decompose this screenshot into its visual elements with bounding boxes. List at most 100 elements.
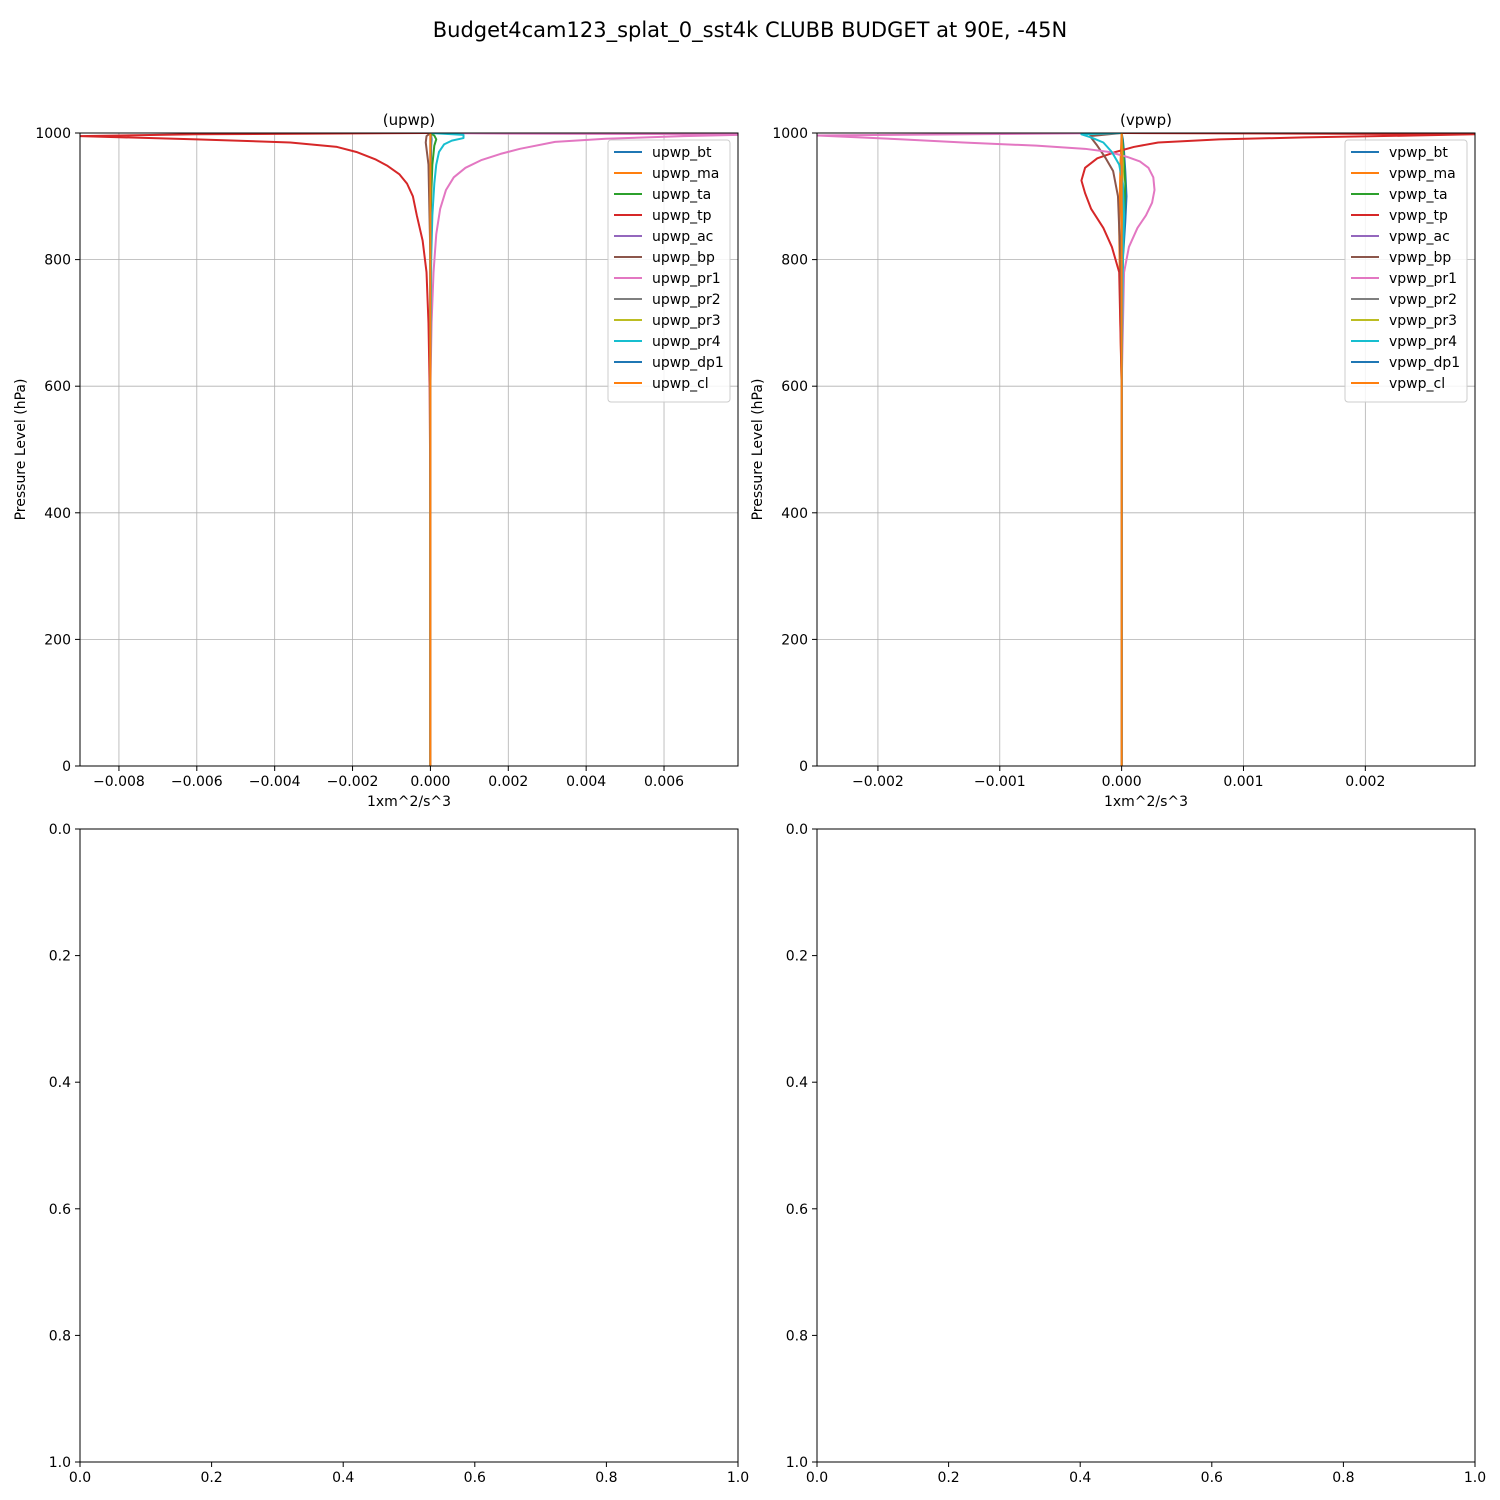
legend: vpwp_bt vpwp_ma vpwp_ta vpwp_tp vpwp_ac vpwp_… bbox=[1344, 139, 1468, 403]
subplot-1: −0.008 −0.006 −0.004 −0.002 0.000 0.002 0.004 0… bbox=[13, 111, 739, 810]
legend-label: upwp_pr4 bbox=[652, 334, 721, 350]
x-tick-label: 0.006 bbox=[644, 774, 684, 790]
legend-label: upwp_pr3 bbox=[652, 313, 721, 329]
subplot-4: 0.0 0.2 0.4 0.6 0.8 1.00.00.20.40.60.81.0 bbox=[786, 822, 1486, 1486]
y-tick-label: 1000 bbox=[772, 126, 808, 142]
figure-title: Budget4cam123_splat_0_sst4k CLUBB BUDGET… bbox=[433, 18, 1068, 43]
axes-frame bbox=[79, 132, 739, 767]
y-tick-label: 0.8 bbox=[49, 1328, 71, 1344]
x-axis-label: 1xm^2/s^3 bbox=[367, 794, 451, 810]
x-tick-label: 0.4 bbox=[1069, 1470, 1091, 1486]
y-tick-label: 0.6 bbox=[786, 1202, 808, 1218]
x-tick-label: 0.000 bbox=[1102, 774, 1142, 790]
legend-box bbox=[1344, 139, 1468, 403]
y-tick-label: 0.2 bbox=[786, 949, 808, 965]
legend-label: upwp_cl bbox=[652, 376, 709, 392]
legend-label: upwp_pr2 bbox=[652, 292, 721, 308]
x-tick-label: 0.6 bbox=[1201, 1470, 1223, 1486]
legend-label: vpwp_dp1 bbox=[1389, 355, 1460, 371]
y-tick-label: 1000 bbox=[35, 126, 71, 142]
legend: upwp_bt upwp_ma upwp_ta upwp_tp upwp_ac upwp_… bbox=[607, 139, 731, 403]
y-tick-label: 0.0 bbox=[49, 822, 71, 838]
y-tick-label: 0.4 bbox=[786, 1075, 808, 1091]
x-tick-label: −0.004 bbox=[249, 774, 301, 790]
x-tick-label: −0.006 bbox=[171, 774, 223, 790]
y-tick-label: 800 bbox=[44, 253, 71, 269]
legend-label: vpwp_ac bbox=[1389, 229, 1450, 245]
series-line-upwp_pr4 bbox=[429, 133, 465, 766]
legend-label: vpwp_pr4 bbox=[1389, 334, 1457, 350]
series-line-vpwp_bp bbox=[1088, 133, 1123, 766]
x-tick-label: −0.001 bbox=[974, 774, 1026, 790]
legend-label: vpwp_ma bbox=[1389, 166, 1456, 182]
x-tick-label: −0.008 bbox=[93, 774, 145, 790]
x-axis-label: 1xm^2/s^3 bbox=[1104, 794, 1188, 810]
subplot-3: 0.0 0.2 0.4 0.6 0.8 1.00.00.20.40.60.81.0 bbox=[49, 822, 749, 1486]
y-tick-label: 0 bbox=[62, 759, 71, 775]
legend-label: upwp_dp1 bbox=[652, 355, 724, 371]
y-tick-label: 0.0 bbox=[786, 822, 808, 838]
x-tick-label: 0.004 bbox=[566, 774, 606, 790]
legend-label: vpwp_cl bbox=[1389, 376, 1445, 392]
y-tick-label: 600 bbox=[44, 379, 71, 395]
y-tick-label: 200 bbox=[781, 632, 808, 648]
y-tick-label: 1.0 bbox=[786, 1455, 808, 1471]
y-tick-label: 0.4 bbox=[49, 1075, 71, 1091]
legend-label: upwp_tp bbox=[652, 208, 712, 224]
series-line-vpwp_pr1 bbox=[817, 133, 1156, 766]
y-tick-label: 400 bbox=[781, 506, 808, 522]
x-tick-label: 0.0 bbox=[806, 1470, 828, 1486]
legend-label: vpwp_ta bbox=[1389, 187, 1448, 203]
x-tick-label: −0.002 bbox=[852, 774, 904, 790]
y-tick-label: 1.0 bbox=[49, 1455, 71, 1471]
subplot-2: −0.002 −0.001 0.000 0.001 0.002 0 200 400 600 800… bbox=[750, 111, 1476, 810]
y-tick-label: 800 bbox=[781, 253, 808, 269]
series-line-vpwp_tp bbox=[1080, 133, 1475, 766]
legend-label: upwp_ma bbox=[652, 166, 719, 182]
x-tick-label: 0.2 bbox=[200, 1470, 222, 1486]
axes-frame bbox=[816, 132, 1476, 767]
legend-label: upwp_pr1 bbox=[652, 271, 721, 287]
x-tick-label: 0.000 bbox=[410, 774, 450, 790]
subplot-grid: −0.008 −0.006 −0.004 −0.002 0.000 0.002 0.004 0… bbox=[13, 111, 1486, 1486]
x-tick-label: 0.6 bbox=[464, 1470, 486, 1486]
axes-frame bbox=[79, 828, 739, 1463]
x-tick-label: 0.002 bbox=[1345, 774, 1385, 790]
y-tick-label: 0 bbox=[799, 759, 808, 775]
x-tick-label: 0.001 bbox=[1223, 774, 1263, 790]
legend-label: upwp_ac bbox=[652, 229, 713, 245]
legend-label: upwp_ta bbox=[652, 187, 711, 203]
x-tick-label: 0.002 bbox=[488, 774, 528, 790]
y-tick-label: 200 bbox=[44, 632, 71, 648]
y-tick-label: 0.6 bbox=[49, 1202, 71, 1218]
legend-label: upwp_bp bbox=[652, 250, 715, 266]
series-group bbox=[80, 133, 738, 766]
legend-label: upwp_bt bbox=[652, 145, 712, 161]
y-tick-label: 0.2 bbox=[49, 949, 71, 965]
x-tick-label: 0.8 bbox=[595, 1470, 617, 1486]
y-tick-label: 600 bbox=[781, 379, 808, 395]
legend-label: vpwp_pr3 bbox=[1389, 313, 1457, 329]
subplot-title: (vpwp) bbox=[1120, 111, 1172, 129]
y-axis-label: Pressure Level (hPa) bbox=[750, 379, 766, 521]
x-tick-label: −0.002 bbox=[327, 774, 379, 790]
x-tick-label: 0.8 bbox=[1332, 1470, 1354, 1486]
legend-label: vpwp_pr1 bbox=[1389, 271, 1457, 287]
legend-label: vpwp_pr2 bbox=[1389, 292, 1457, 308]
x-tick-label: 0.0 bbox=[69, 1470, 91, 1486]
series-line-upwp_tp bbox=[80, 133, 432, 766]
y-tick-label: 0.8 bbox=[786, 1328, 808, 1344]
legend-box bbox=[607, 139, 731, 403]
subplot-title: (upwp) bbox=[383, 111, 436, 129]
legend-label: vpwp_bp bbox=[1389, 250, 1451, 266]
x-tick-label: 0.4 bbox=[332, 1470, 354, 1486]
x-tick-label: 1.0 bbox=[1464, 1470, 1486, 1486]
x-tick-label: 0.2 bbox=[937, 1470, 959, 1486]
y-axis-label: Pressure Level (hPa) bbox=[13, 379, 29, 521]
series-line-upwp_pr1 bbox=[429, 133, 738, 766]
axes-frame bbox=[816, 828, 1476, 1463]
legend-label: vpwp_tp bbox=[1389, 208, 1448, 224]
series-group bbox=[817, 133, 1475, 766]
legend-label: vpwp_bt bbox=[1389, 145, 1448, 161]
